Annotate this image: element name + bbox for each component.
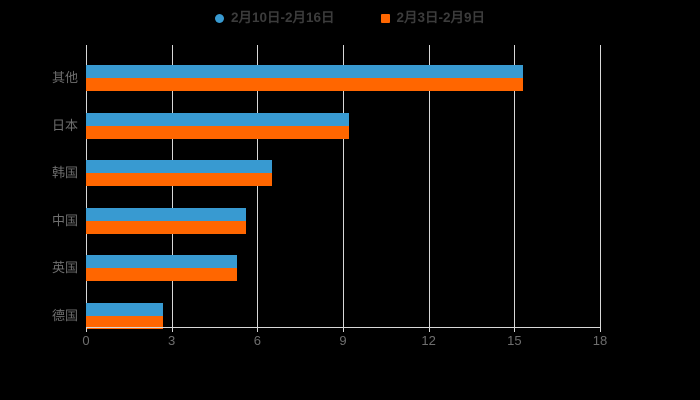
y-axis-labels: 其他日本韩国中国英国德国 <box>0 0 78 400</box>
bar[interactable] <box>86 173 272 186</box>
legend-label-series-0: 2月10日-2月16日 <box>230 10 335 26</box>
x-axis-tick-label: 6 <box>253 333 261 348</box>
legend-marker-circle-icon <box>214 13 224 23</box>
x-axis-tick-label: 9 <box>339 333 347 348</box>
gridline-3 <box>171 45 173 327</box>
y-axis-tick-label: 日本 <box>51 117 78 133</box>
y-axis-tick-label: 德国 <box>51 307 78 323</box>
bar[interactable] <box>86 315 164 329</box>
gridline-9 <box>343 45 344 327</box>
x-axis-tick-label: 12 <box>421 333 436 348</box>
chart-legend: 2月10日-2月16日 2月3日-2月9日 <box>0 4 700 32</box>
bar-group <box>86 207 600 234</box>
y-axis-tick-label: 中国 <box>51 212 78 228</box>
plot-area <box>86 45 601 329</box>
bar[interactable] <box>86 112 349 126</box>
legend-marker-square-icon <box>380 13 390 23</box>
bar-group <box>86 65 600 91</box>
bar[interactable] <box>86 65 523 78</box>
y-axis-tick-label: 其他 <box>51 70 78 85</box>
bar-group <box>86 112 600 139</box>
x-axis-tick-label: 0 <box>82 333 90 348</box>
bar[interactable] <box>86 255 238 268</box>
x-axis-tick-mark <box>428 327 430 332</box>
x-axis-tick-mark <box>514 327 516 332</box>
y-axis-tick-label: 韩国 <box>51 165 78 180</box>
bar[interactable] <box>86 302 164 316</box>
bar[interactable] <box>86 268 238 281</box>
gridline-0 <box>86 45 87 327</box>
bar[interactable] <box>86 207 246 221</box>
x-axis-tick-mark <box>171 327 173 332</box>
legend-label-series-1: 2月3日-2月9日 <box>396 10 486 26</box>
x-axis-tick-mark <box>257 327 259 332</box>
bar[interactable] <box>86 220 246 234</box>
legend-item-series-1[interactable]: 2月3日-2月9日 <box>380 10 486 26</box>
gridline-15 <box>514 45 516 327</box>
y-axis-tick-label: 英国 <box>51 260 78 275</box>
x-axis-tick-label: 15 <box>507 333 522 348</box>
gridline-18 <box>600 45 601 327</box>
x-axis-tick-mark <box>86 327 87 332</box>
bar[interactable] <box>86 78 523 91</box>
bar[interactable] <box>86 125 349 139</box>
legend-item-series-0[interactable]: 2月10日-2月16日 <box>214 10 335 26</box>
x-axis-tick-label: 3 <box>168 333 176 348</box>
gridline-12 <box>428 45 430 327</box>
bar-group <box>86 302 600 329</box>
bar[interactable] <box>86 160 272 173</box>
bar-group <box>86 160 600 186</box>
gridline-6 <box>257 45 259 327</box>
x-axis-tick-mark <box>600 327 601 332</box>
bar-group <box>86 255 600 281</box>
x-axis-tick-label: 18 <box>592 333 608 348</box>
x-axis-tick-mark <box>343 327 344 332</box>
